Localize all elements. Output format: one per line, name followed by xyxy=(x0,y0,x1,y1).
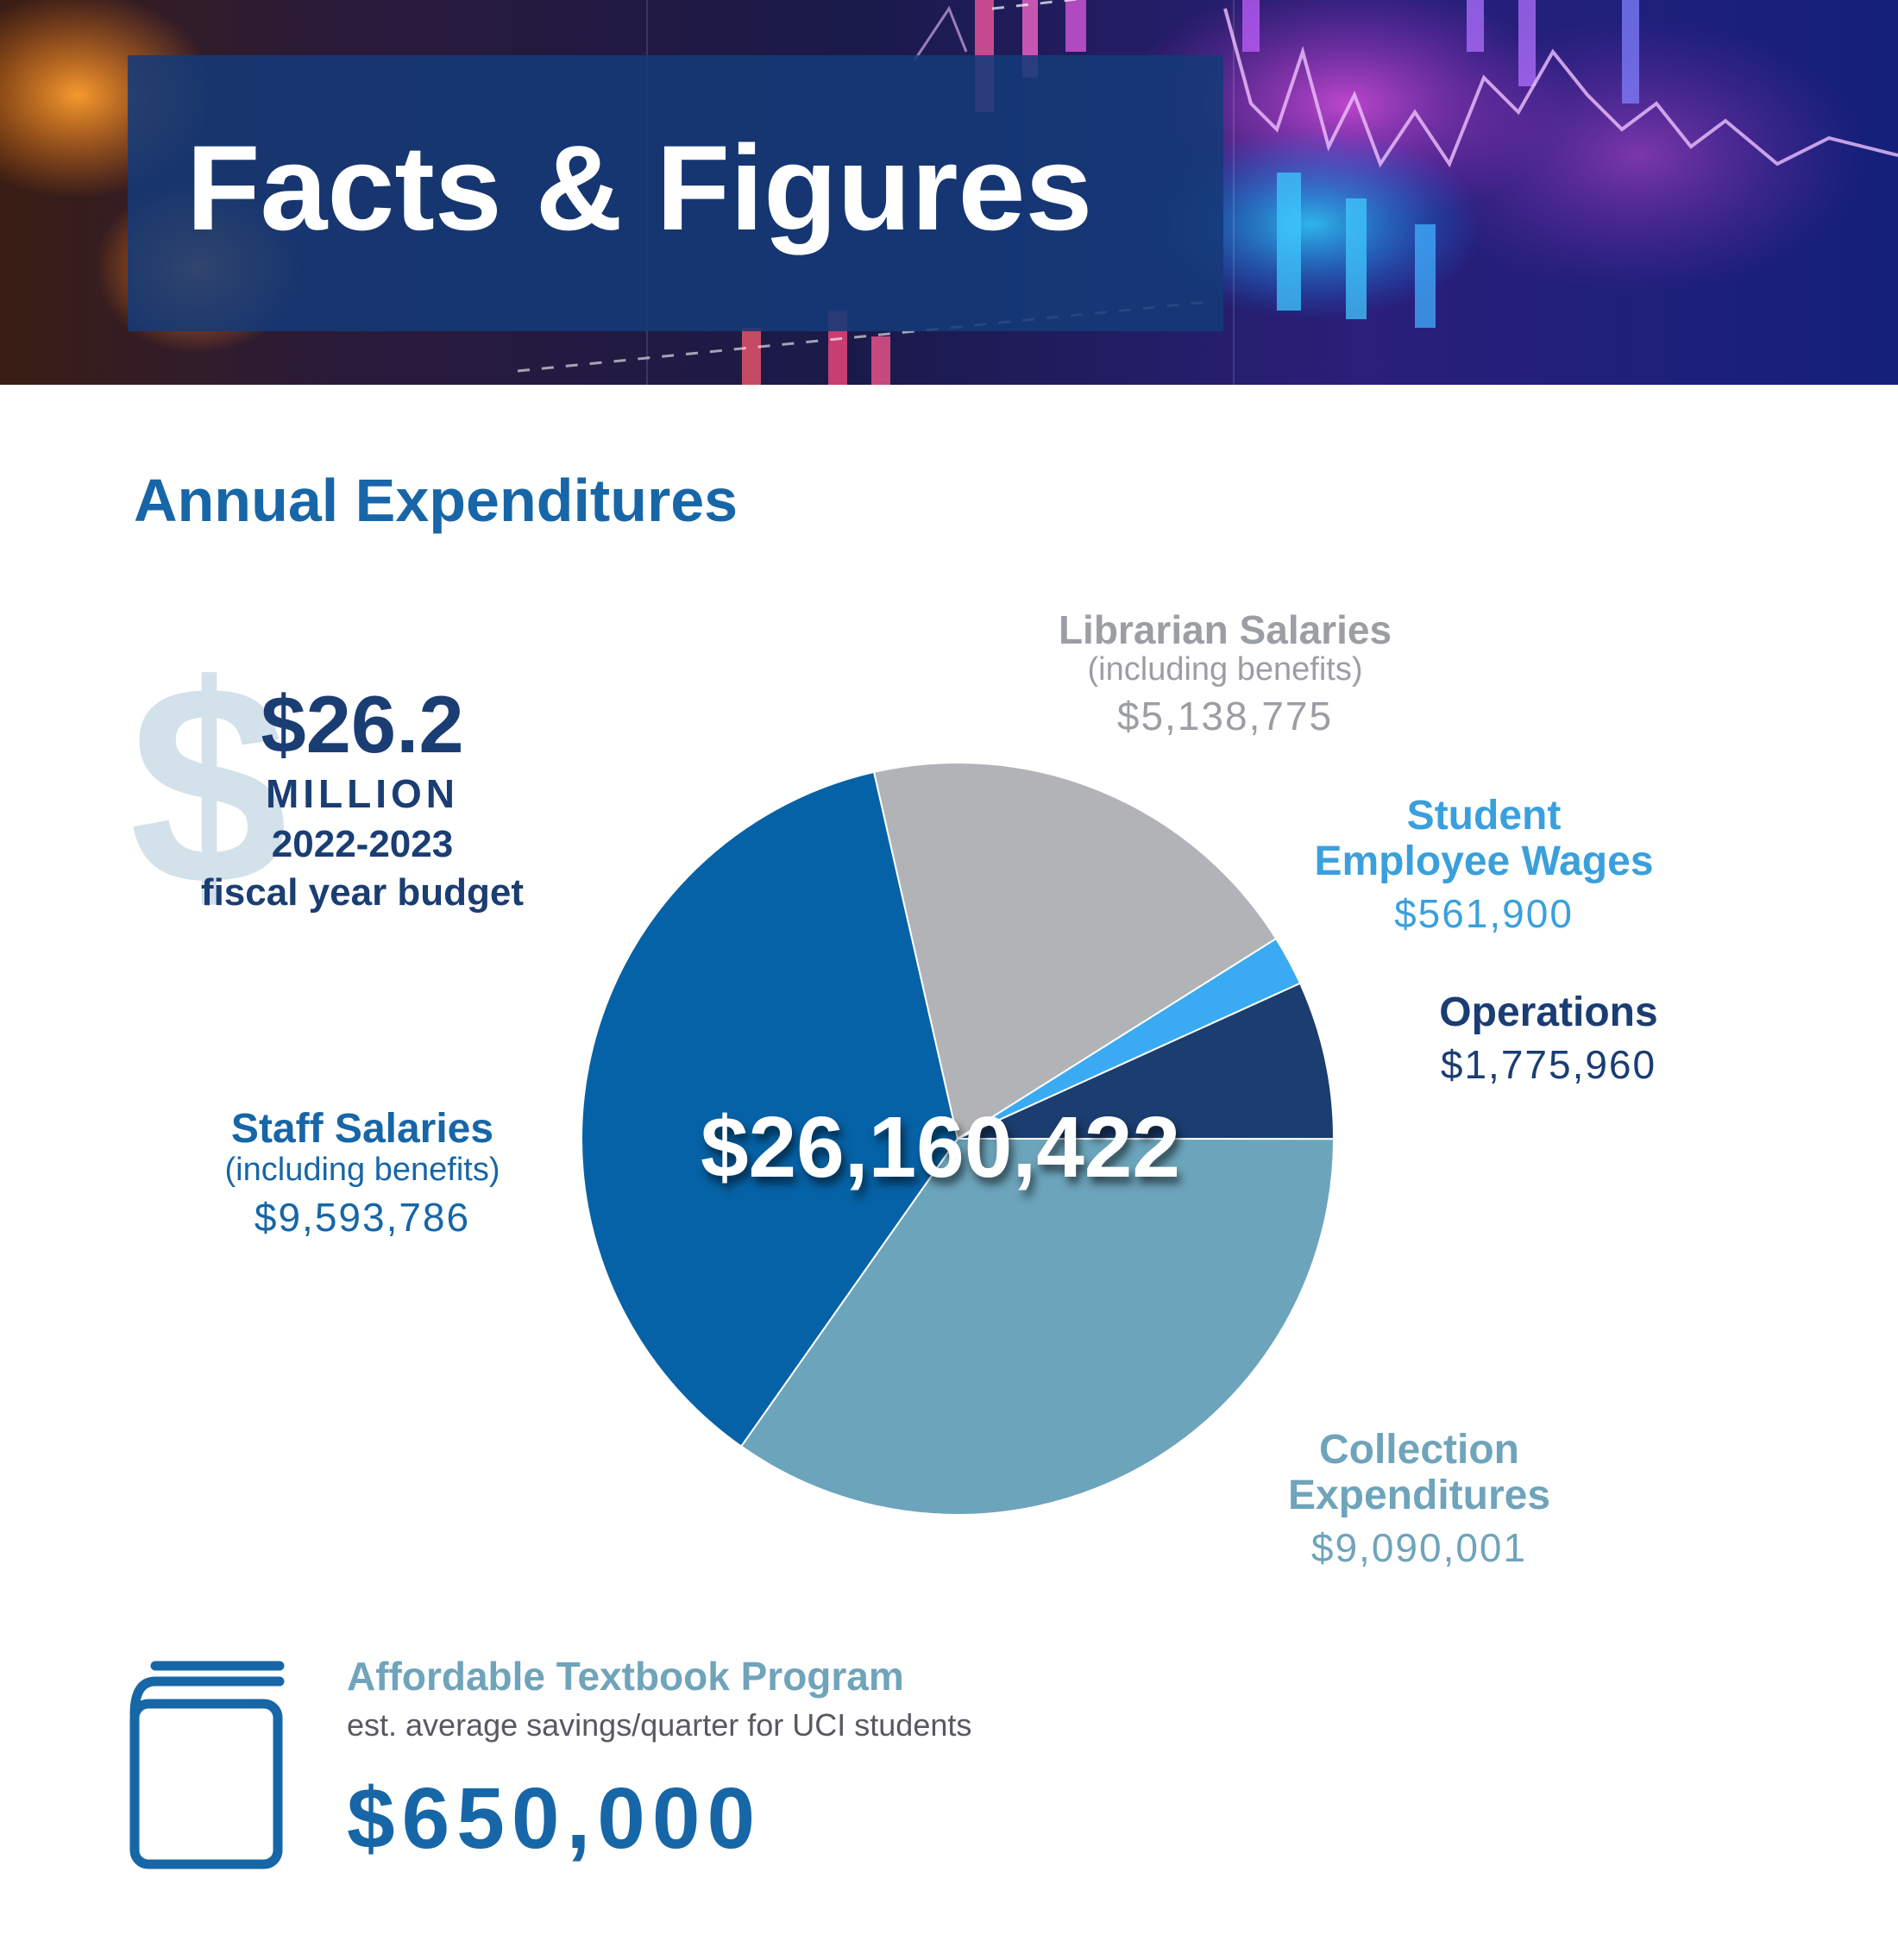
textbook-program: Affordable Textbook Program est. average… xyxy=(129,1656,1251,1872)
slice-value: $1,775,960 xyxy=(1440,1041,1657,1087)
slice-label-librarian-salaries: Librarian Salaries (including benefits) … xyxy=(966,608,1484,738)
section-title: Annual Expenditures xyxy=(134,467,738,534)
slice-value: $561,900 xyxy=(1394,890,1574,936)
slice-collection-expenditures xyxy=(739,1137,1336,1516)
textbook-amount: $650,000 xyxy=(347,1770,763,1867)
slice-librarian-salaries xyxy=(872,762,1278,1140)
slice-name-line2: Expenditures xyxy=(1287,1472,1551,1518)
slice-value: $5,138,775 xyxy=(1116,694,1334,739)
textbook-title: Affordable Textbook Program xyxy=(347,1654,904,1699)
slice-name-line1: Collection xyxy=(1318,1427,1519,1473)
slice-name: Staff Salaries xyxy=(230,1106,494,1152)
budget-years: 2022-2023 xyxy=(271,823,454,865)
slice-value: $9,593,786 xyxy=(254,1194,471,1240)
slice-name-line2: Employee Wages xyxy=(1314,838,1654,884)
budget-unit: MILLION xyxy=(265,771,460,816)
slice-name: Librarian Salaries xyxy=(1058,607,1392,652)
slice-label-staff-salaries: Staff Salaries (including benefits) $9,5… xyxy=(173,1106,552,1240)
page-title: Facts & Figures xyxy=(186,120,1093,255)
slice-value: $9,090,001 xyxy=(1310,1524,1528,1570)
slice-name-line1: Student xyxy=(1406,793,1562,839)
title-box: Facts & Figures xyxy=(128,55,1223,331)
pie-total-label: $26,160,422 xyxy=(700,1099,1181,1196)
slice-label-operations: Operations $1,775,960 xyxy=(1372,989,1725,1087)
slice-sub: (including benefits) xyxy=(1087,650,1363,688)
dollar-sign-icon: $ xyxy=(129,625,288,944)
slice-name: Operations xyxy=(1439,989,1658,1035)
slice-label-collection-expenditures: Collection Expenditures $9,090,001 xyxy=(1204,1427,1635,1570)
book-icon xyxy=(129,1661,285,1869)
slice-label-student-employee-wages: Student Employee Wages $561,900 xyxy=(1268,793,1700,936)
textbook-subtitle: est. average savings/quarter for UCI stu… xyxy=(347,1707,972,1743)
budget-caption: fiscal year budget xyxy=(200,871,525,914)
slice-operations xyxy=(957,982,1336,1140)
budget-amount: $26.2 xyxy=(261,679,464,770)
slice-sub: (including benefits) xyxy=(224,1151,500,1188)
budget-callout: $ $26.2 MILLION 2022-2023 fiscal year bu… xyxy=(129,643,595,945)
slice-staff-salaries xyxy=(581,770,959,1448)
